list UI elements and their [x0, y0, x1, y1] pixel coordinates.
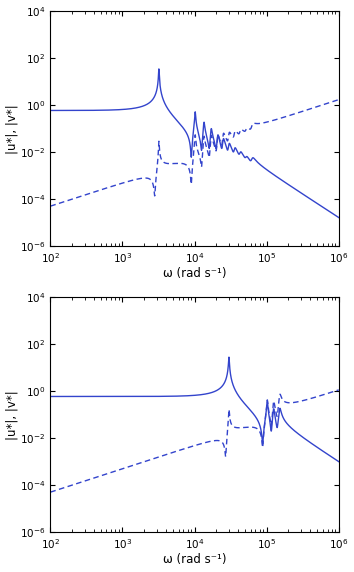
- Y-axis label: |u*|, |v*|: |u*|, |v*|: [6, 390, 18, 440]
- X-axis label: ω (rad s⁻¹): ω (rad s⁻¹): [163, 554, 226, 566]
- X-axis label: ω (rad s⁻¹): ω (rad s⁻¹): [163, 268, 226, 280]
- Y-axis label: |u*|, |v*|: |u*|, |v*|: [6, 104, 18, 154]
